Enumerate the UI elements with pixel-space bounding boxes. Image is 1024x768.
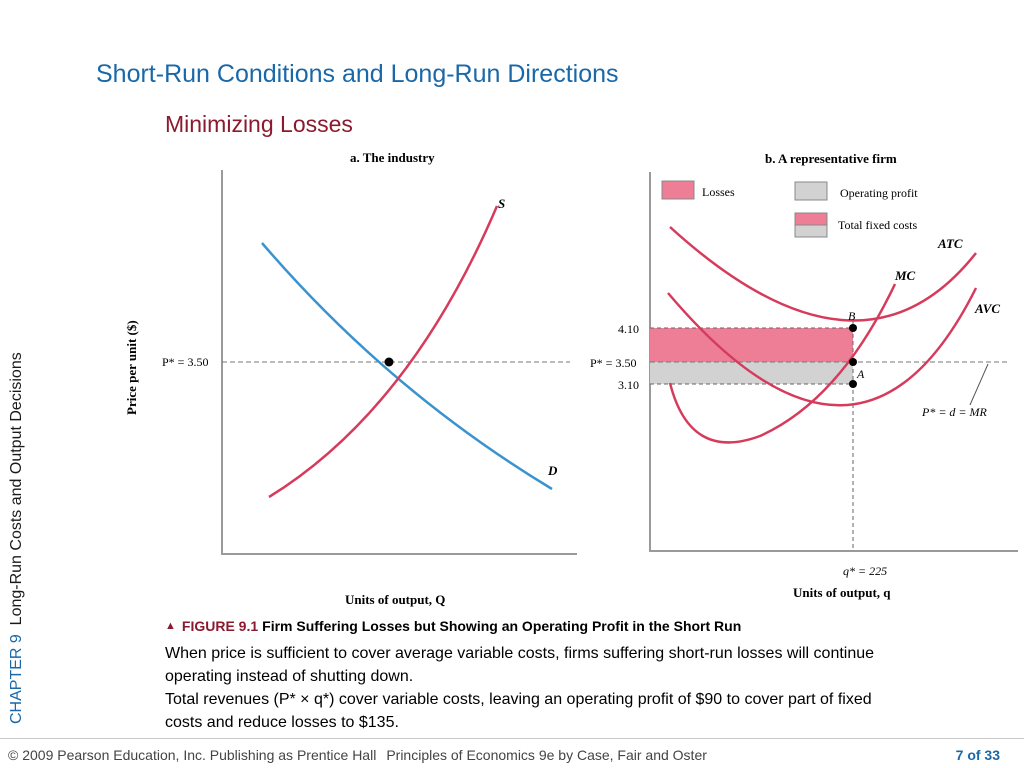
- point-b: [849, 324, 857, 332]
- panel-b-x-label: Units of output, q: [793, 585, 891, 600]
- slide-subtitle: Minimizing Losses: [165, 111, 353, 137]
- q-star-label: q* = 225: [843, 564, 887, 578]
- figure-heading: ▲ FIGURE 9.1 Firm Suffering Losses but Sho…: [165, 615, 895, 640]
- footer-book: Principles of Economics 9e by Case, Fair…: [386, 747, 707, 763]
- price-label-4-10: 4.10: [618, 322, 639, 336]
- legend-fixed-costs-swatch-top: [794, 212, 828, 226]
- losses-area: [650, 328, 853, 362]
- figure-svg: a. The industry Price per unit ($) Units…: [124, 150, 1018, 607]
- demand-label: D: [547, 463, 558, 478]
- legend-operating-profit-label: Operating profit: [840, 186, 918, 200]
- legend-fixed-costs-label: Total fixed costs: [838, 218, 917, 232]
- point-a: [849, 380, 857, 388]
- price-label-3-10: 3.10: [618, 378, 639, 392]
- panel-a-y-label: Price per unit ($): [124, 320, 139, 415]
- panel-b-title: b. A representative firm: [765, 151, 897, 166]
- legend-fixed-costs-swatch-bottom: [794, 224, 828, 238]
- industry-equilibrium-point: [384, 357, 394, 367]
- demand-label-pointer: [969, 363, 989, 406]
- figure-caption: ▲ FIGURE 9.1 Firm Suffering Losses but Sho…: [165, 615, 895, 734]
- legend-losses-label: Losses: [702, 185, 735, 199]
- footer-divider: [0, 738, 1024, 739]
- panel-a-title: a. The industry: [350, 150, 435, 165]
- panel-a-x-label: Units of output, Q: [345, 592, 445, 607]
- mc-curve: [668, 283, 897, 444]
- supply-curve: [268, 205, 499, 499]
- legend-losses-swatch: [661, 180, 695, 200]
- caption-paragraph-2: Total revenues (P* × q*) cover variable …: [165, 691, 872, 731]
- figure-title: Firm Suffering Losses but Showing an Ope…: [262, 618, 742, 634]
- point-a-label: A: [856, 367, 865, 381]
- point-b-label: B: [848, 309, 856, 323]
- avc-curve: [667, 287, 978, 407]
- atc-curve: [669, 226, 977, 322]
- demand-mr-label: P* = d = MR: [921, 405, 988, 419]
- supply-label: S: [498, 196, 505, 211]
- panel-a-price-label: P* = 3.50: [162, 355, 208, 369]
- price-label-3-50: P* = 3.50: [590, 356, 636, 370]
- footer: © 2009 Pearson Education, Inc. Publishin…: [8, 747, 707, 763]
- avc-label: AVC: [974, 301, 1000, 316]
- legend-operating-profit-swatch: [794, 181, 828, 201]
- caption-paragraph-1: When price is sufficient to cover averag…: [165, 645, 875, 685]
- slide-title: Short-Run Conditions and Long-Run Direct…: [96, 60, 619, 88]
- atc-label: ATC: [937, 236, 963, 251]
- triangle-icon: ▲: [165, 620, 176, 632]
- page-counter: 7 of 33: [955, 747, 1000, 763]
- mc-label: MC: [894, 268, 916, 283]
- figure-number: FIGURE 9.1: [181, 618, 259, 634]
- point-equilibrium-firm: [849, 358, 857, 366]
- footer-copyright: © 2009 Pearson Education, Inc. Publishin…: [8, 747, 377, 763]
